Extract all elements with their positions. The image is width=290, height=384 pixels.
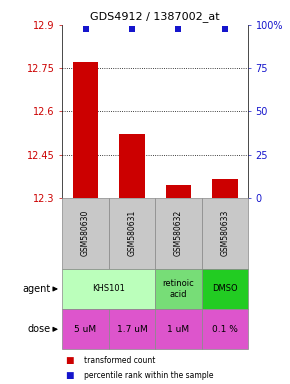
Text: 1 uM: 1 uM [167, 325, 189, 334]
Bar [109, 309, 155, 349]
Bar [109, 198, 155, 269]
Text: 0.1 %: 0.1 % [212, 325, 238, 334]
Text: KHS101: KHS101 [92, 285, 125, 293]
Bar [202, 269, 248, 309]
Bar [119, 134, 145, 198]
Bar [166, 185, 191, 198]
Bar [62, 309, 109, 349]
Bar [212, 179, 238, 198]
Bar [155, 269, 202, 309]
Bar [155, 198, 202, 269]
Text: agent: agent [23, 284, 51, 294]
Bar [202, 309, 248, 349]
Bar [155, 309, 202, 349]
Text: 5 uM: 5 uM [75, 325, 97, 334]
Text: GSM580630: GSM580630 [81, 210, 90, 257]
Text: GSM580631: GSM580631 [127, 210, 137, 257]
Text: GDS4912 / 1387002_at: GDS4912 / 1387002_at [90, 11, 220, 22]
Bar [62, 269, 155, 309]
Text: GSM580633: GSM580633 [220, 210, 229, 257]
Text: 1.7 uM: 1.7 uM [117, 325, 147, 334]
Text: percentile rank within the sample: percentile rank within the sample [84, 371, 214, 380]
Bar [73, 63, 98, 198]
Text: ■: ■ [65, 371, 74, 380]
Text: retinoic
acid: retinoic acid [162, 279, 194, 299]
Text: GSM580632: GSM580632 [174, 210, 183, 257]
Text: transformed count: transformed count [84, 356, 155, 365]
Bar [62, 198, 109, 269]
Text: DMSO: DMSO [212, 285, 238, 293]
Text: dose: dose [28, 324, 51, 334]
Text: ■: ■ [65, 356, 74, 365]
Bar [202, 198, 248, 269]
